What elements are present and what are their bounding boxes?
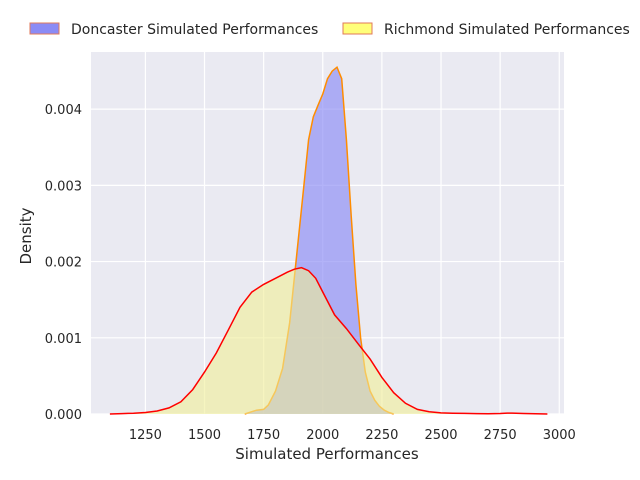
x-axis-ticks: 1250 1500 1750 2000 2250 2500 2750 3000	[129, 428, 576, 443]
y-tick-label-4: 0.004	[45, 103, 82, 118]
series-area-0	[244, 67, 394, 414]
series-line-1	[109, 266, 548, 415]
y-tick-label-3: 0.003	[45, 179, 82, 194]
y-tick-label-2: 0.002	[45, 256, 82, 271]
legend-swatch-0	[29, 22, 60, 35]
x-tick-label-5: 2500	[424, 428, 457, 443]
y-tick-label-1: 0.001	[45, 332, 82, 347]
legend-swatch-1	[342, 22, 373, 35]
legend-label-0: Doncaster Simulated Performances	[71, 22, 318, 38]
x-tick-label-7: 3000	[543, 428, 576, 443]
x-tick-label-0: 1250	[129, 428, 162, 443]
x-tick-label-4: 2250	[365, 428, 398, 443]
x-tick-label-6: 2750	[484, 428, 517, 443]
y-tick-label-0: 0.000	[45, 408, 82, 423]
x-tick-label-2: 1750	[247, 428, 280, 443]
legend: Doncaster Simulated Performances Richmond…	[29, 22, 630, 38]
series-area-1	[109, 267, 548, 414]
series-layer	[109, 65, 548, 415]
x-tick-label-1: 1500	[188, 428, 221, 443]
legend-label-1: Richmond Simulated Performances	[384, 22, 630, 38]
x-axis-label: Simulated Performances	[235, 445, 419, 463]
x-tick-label-3: 2000	[306, 428, 339, 443]
y-axis-label: Density	[17, 207, 35, 264]
y-axis-ticks: 0.000 0.001 0.002 0.003 0.004	[45, 103, 82, 423]
